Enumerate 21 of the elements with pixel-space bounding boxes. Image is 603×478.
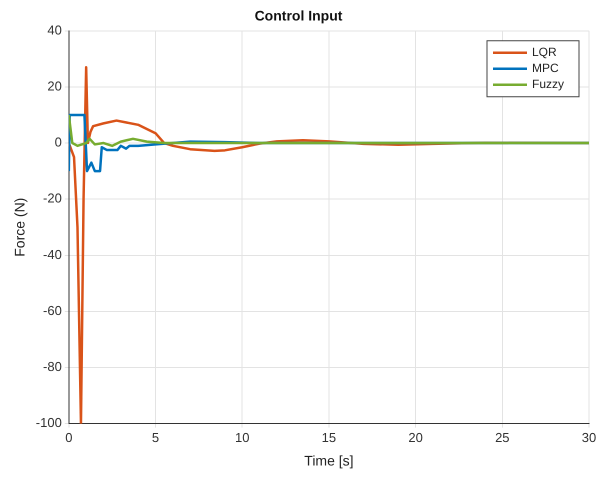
chart-title: Control Input <box>254 7 343 24</box>
x-tick-label: 0 <box>65 430 72 445</box>
y-axis-title: Force (N) <box>11 198 28 257</box>
x-tick-label: 5 <box>152 430 160 445</box>
y-tick-label: -80 <box>43 359 62 374</box>
y-tick-label: 0 <box>54 134 62 150</box>
x-axis-title: Time [s] <box>304 452 354 468</box>
legend-label: Fuzzy <box>532 77 564 92</box>
legend-label: LQR <box>532 45 558 60</box>
y-tick-label: 20 <box>47 78 62 94</box>
y-tick-label: 40 <box>47 22 62 38</box>
legend-label: MPC <box>532 61 559 76</box>
y-tick-label: -40 <box>43 246 62 262</box>
y-tick-label: -20 <box>43 190 62 206</box>
y-tick-label: -100 <box>36 415 62 430</box>
y-tick-label: -60 <box>43 302 62 318</box>
x-tick-label: 10 <box>234 430 250 445</box>
x-tick-label: 30 <box>582 430 596 445</box>
x-tick-label: 20 <box>408 430 423 445</box>
x-tick-label: 25 <box>495 430 510 445</box>
x-tick-label: 15 <box>322 430 336 445</box>
